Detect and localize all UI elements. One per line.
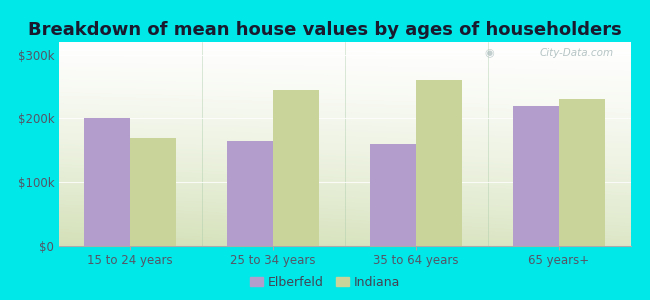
Bar xyxy=(227,141,273,246)
Text: ◉: ◉ xyxy=(485,48,495,58)
Bar xyxy=(416,80,462,246)
Bar xyxy=(130,138,176,246)
Bar xyxy=(514,106,559,246)
Text: City-Data.com: City-Data.com xyxy=(540,48,614,58)
Bar xyxy=(370,144,416,246)
Bar xyxy=(273,90,318,246)
Legend: Elberfeld, Indiana: Elberfeld, Indiana xyxy=(245,271,405,294)
Text: Breakdown of mean house values by ages of householders: Breakdown of mean house values by ages o… xyxy=(28,21,622,39)
Bar xyxy=(559,99,604,246)
Bar xyxy=(84,118,130,246)
